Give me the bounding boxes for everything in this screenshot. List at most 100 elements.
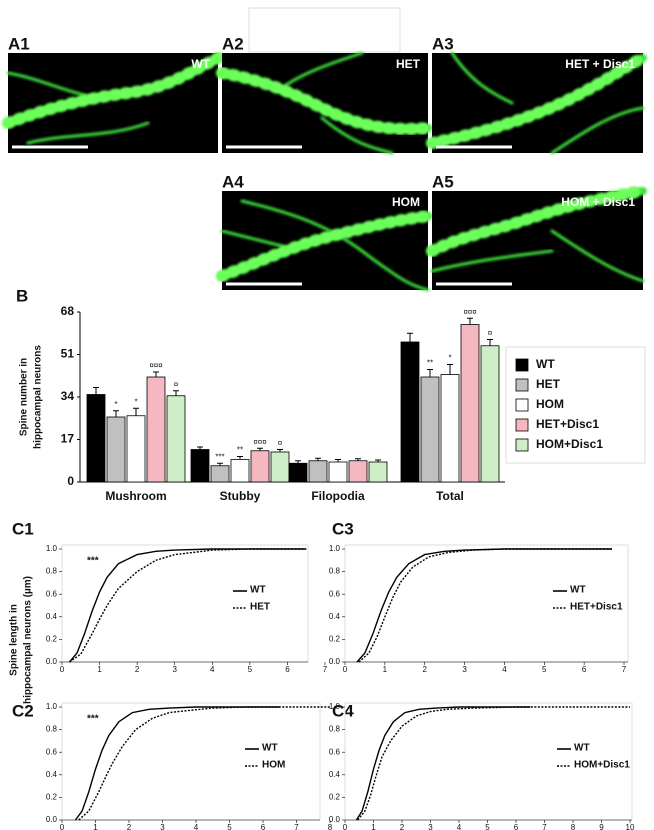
legend-label: HOM+Disc1 xyxy=(536,437,603,451)
category-label: Total xyxy=(436,489,464,503)
x-tick-label: 3 xyxy=(172,665,177,674)
bar xyxy=(86,394,106,483)
x-tick-label: 6 xyxy=(514,823,519,830)
y-tick-label: 1.0 xyxy=(329,702,341,711)
x-tick-label: 2 xyxy=(400,823,405,830)
panel-label: C3 xyxy=(332,519,354,538)
bar xyxy=(480,345,500,483)
panel-label: A3 xyxy=(432,34,454,53)
bar xyxy=(328,461,348,483)
legend-label: HET xyxy=(536,377,561,391)
shared-y-label-1: Spine length in xyxy=(9,604,20,676)
category-label: Mushroom xyxy=(105,489,166,503)
image-caption: WT xyxy=(191,57,210,71)
legend-label: WT xyxy=(250,585,266,596)
x-tick-label: 6 xyxy=(285,665,290,674)
dendrite xyxy=(320,116,394,155)
x-tick-label: 1 xyxy=(93,823,98,830)
x-tick-label: 2 xyxy=(127,823,132,830)
legend-label: HET+Disc1 xyxy=(536,417,599,431)
x-tick-label: 4 xyxy=(210,665,215,674)
y-tick-label: 0.4 xyxy=(329,770,341,779)
significance: *** xyxy=(215,452,224,461)
significance: * xyxy=(114,400,117,409)
legend-label: WT xyxy=(262,743,278,754)
x-tick-label: 1 xyxy=(371,823,376,830)
significance: * xyxy=(134,397,137,406)
dendrite-spines xyxy=(426,185,649,257)
dendrite-spines xyxy=(426,52,649,149)
significance: ¤ xyxy=(174,380,179,389)
image-caption: HET xyxy=(396,57,421,71)
y-tick-label: 0.0 xyxy=(329,657,341,666)
bar xyxy=(126,415,146,483)
y-tick-label: 0.6 xyxy=(329,747,341,756)
x-tick-label: 7 xyxy=(622,665,627,674)
x-tick-label: 3 xyxy=(428,823,433,830)
y-tick-label: 51 xyxy=(61,347,75,361)
y-tick-label: 0.8 xyxy=(46,725,58,734)
y-tick-label: 0.2 xyxy=(329,793,341,802)
y-tick-label: 1.0 xyxy=(329,544,341,553)
legend-label: WT xyxy=(536,357,555,371)
significance: ¤¤¤ xyxy=(149,361,163,370)
dendrite xyxy=(450,51,514,105)
x-tick-label: 1 xyxy=(383,665,388,674)
legend-label: HOM xyxy=(262,760,285,771)
x-tick-label: 9 xyxy=(599,823,604,830)
dendrite-spines xyxy=(216,67,434,135)
panel-label: C2 xyxy=(12,701,34,720)
bar xyxy=(400,341,420,483)
bar xyxy=(166,395,186,483)
x-tick-label: 7 xyxy=(294,823,299,830)
legend-label: HET+Disc1 xyxy=(570,602,623,613)
bar xyxy=(146,376,166,483)
x-tick-label: 1 xyxy=(97,665,102,674)
x-tick-label: 6 xyxy=(582,665,587,674)
micrograph xyxy=(8,53,218,153)
y-axis-label: hippocampal neurons xyxy=(33,345,44,449)
y-tick-label: 0.8 xyxy=(329,725,341,734)
x-tick-label: 2 xyxy=(422,665,427,674)
y-tick-label: 68 xyxy=(61,304,75,318)
panel-label: A4 xyxy=(222,172,244,191)
image-caption: HOM + Disc1 xyxy=(561,195,635,209)
y-axis-label: Spine number in xyxy=(19,358,30,436)
y-tick-label: 0 xyxy=(67,474,74,488)
y-tick-label: 0.0 xyxy=(46,815,58,824)
panel-label: C4 xyxy=(332,701,354,720)
legend-label: WT xyxy=(574,743,590,754)
dendrite xyxy=(550,106,645,155)
bar xyxy=(348,460,368,483)
panel-label: A2 xyxy=(222,34,244,53)
y-tick-label: 34 xyxy=(61,389,75,403)
significance: ¤ xyxy=(488,329,493,338)
bar xyxy=(190,449,210,483)
x-tick-label: 7 xyxy=(323,665,328,674)
y-tick-label: 0.2 xyxy=(329,635,341,644)
bar xyxy=(106,416,126,483)
significance: ¤ xyxy=(278,439,283,448)
bar xyxy=(308,460,328,483)
x-tick-label: 2 xyxy=(135,665,140,674)
y-tick-label: 0.2 xyxy=(46,635,58,644)
y-tick-label: 0.2 xyxy=(46,793,58,802)
y-tick-label: 0.0 xyxy=(329,815,341,824)
x-tick-label: 6 xyxy=(261,823,266,830)
x-tick-label: 4 xyxy=(502,665,507,674)
y-tick-label: 1.0 xyxy=(46,702,58,711)
x-tick-label: 8 xyxy=(571,823,576,830)
x-tick-label: 5 xyxy=(485,823,490,830)
significance: *** xyxy=(87,714,99,725)
x-tick-label: 3 xyxy=(462,665,467,674)
legend-label: HOM xyxy=(536,397,564,411)
x-tick-label: 0 xyxy=(60,665,65,674)
x-tick-label: 7 xyxy=(542,823,547,830)
bar xyxy=(288,462,308,483)
bar xyxy=(420,376,440,483)
legend-label: HOM+Disc1 xyxy=(574,760,630,771)
x-tick-label: 5 xyxy=(227,823,232,830)
y-tick-label: 0.6 xyxy=(46,747,58,756)
significance: ** xyxy=(237,446,243,455)
